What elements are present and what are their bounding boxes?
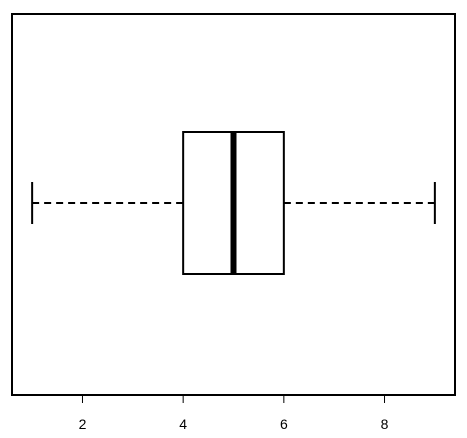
x-axis: 2 4 6 8 [79, 394, 389, 432]
x-tick-label: 4 [179, 416, 187, 432]
x-tick-label: 6 [280, 416, 288, 432]
box-group [31, 131, 436, 275]
x-tick-label: 2 [79, 416, 87, 432]
x-tick-label: 8 [381, 416, 389, 432]
